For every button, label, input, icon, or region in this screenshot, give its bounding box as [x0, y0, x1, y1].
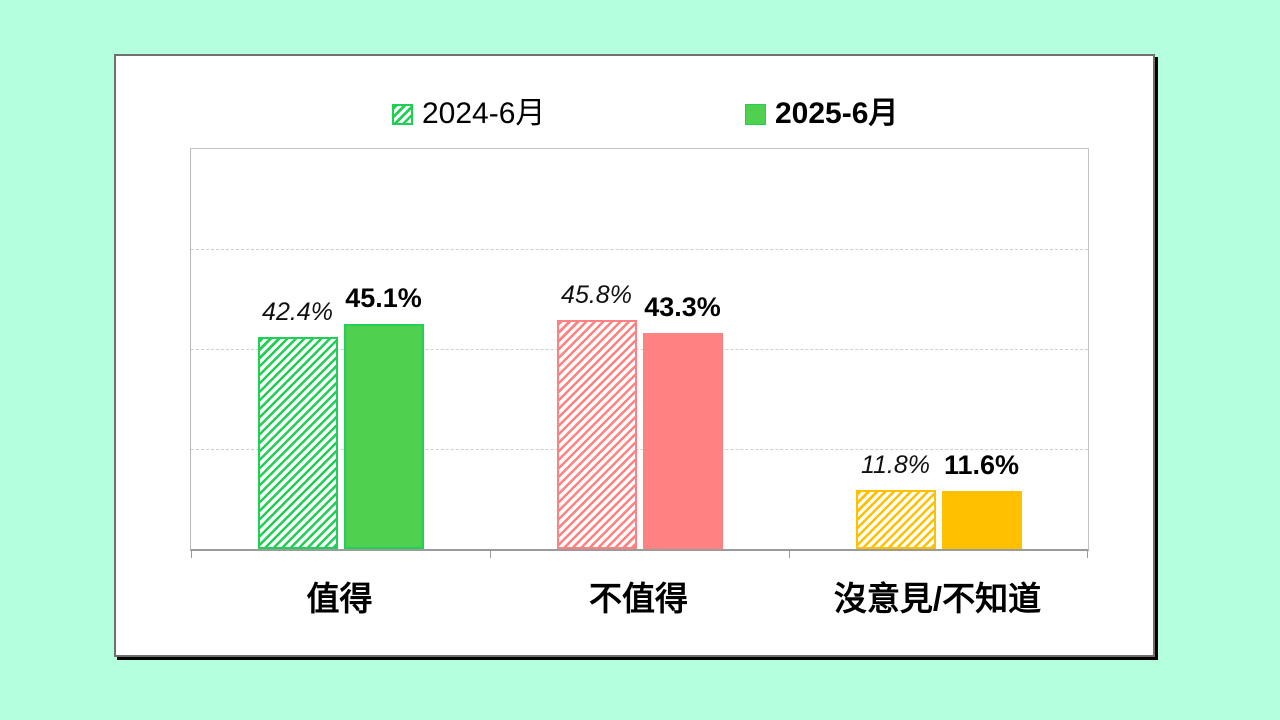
value-label-2024-6月-沒意見/不知道: 11.8% [860, 451, 931, 479]
solid-square-icon [745, 103, 766, 125]
category-label-值得: 值得 [306, 580, 373, 617]
value-label-2025-6月-沒意見/不知道: 11.6% [943, 450, 1020, 480]
gridline-20-percent [191, 449, 1088, 450]
hatched-square-icon [392, 103, 413, 125]
gridline-60-percent [191, 249, 1088, 250]
bar-2025-6月-值得: 45.1% [343, 283, 424, 549]
legend-item-2025-6: 2025-6月 [745, 98, 898, 130]
value-label-2025-6月-不值得: 43.3% [644, 291, 721, 322]
x-axis-tick [789, 549, 790, 558]
bar-2024-6月-值得: 42.4% [257, 298, 338, 549]
category-label-不值得: 不值得 [589, 580, 688, 617]
bar-2024-6月-不值得: 45.8% [556, 281, 637, 549]
legend-item-2024-6: 2024-6月 [392, 98, 545, 130]
value-label-2024-6月-值得: 42.4% [262, 298, 333, 326]
value-label-2024-6月-不值得: 45.8% [561, 281, 632, 309]
x-axis-tick [191, 549, 192, 558]
legend-label: 2024-6月 [422, 97, 546, 130]
category-label-沒意見/不知道: 沒意見/不知道 [833, 580, 1042, 617]
gridline-40-percent [191, 349, 1088, 350]
x-axis-tick [1087, 549, 1088, 558]
chart-card: 2024-6月 2025-6月 42.4% 45.1% 45.8% 43.3% 11.8… [114, 54, 1155, 657]
legend-label: 2025-6月 [775, 97, 899, 130]
bar-2025-6月-不值得: 43.3% [642, 292, 723, 549]
value-label-2025-6月-值得: 45.1% [345, 282, 422, 313]
plot-area: 42.4% 45.1% 45.8% 43.3% 11.8% 11.6% [190, 148, 1089, 558]
bar-2025-6月-沒意見/不知道: 11.6% [941, 450, 1022, 549]
x-axis-tick [490, 549, 491, 558]
bar-2024-6月-沒意見/不知道: 11.8% [855, 451, 936, 549]
